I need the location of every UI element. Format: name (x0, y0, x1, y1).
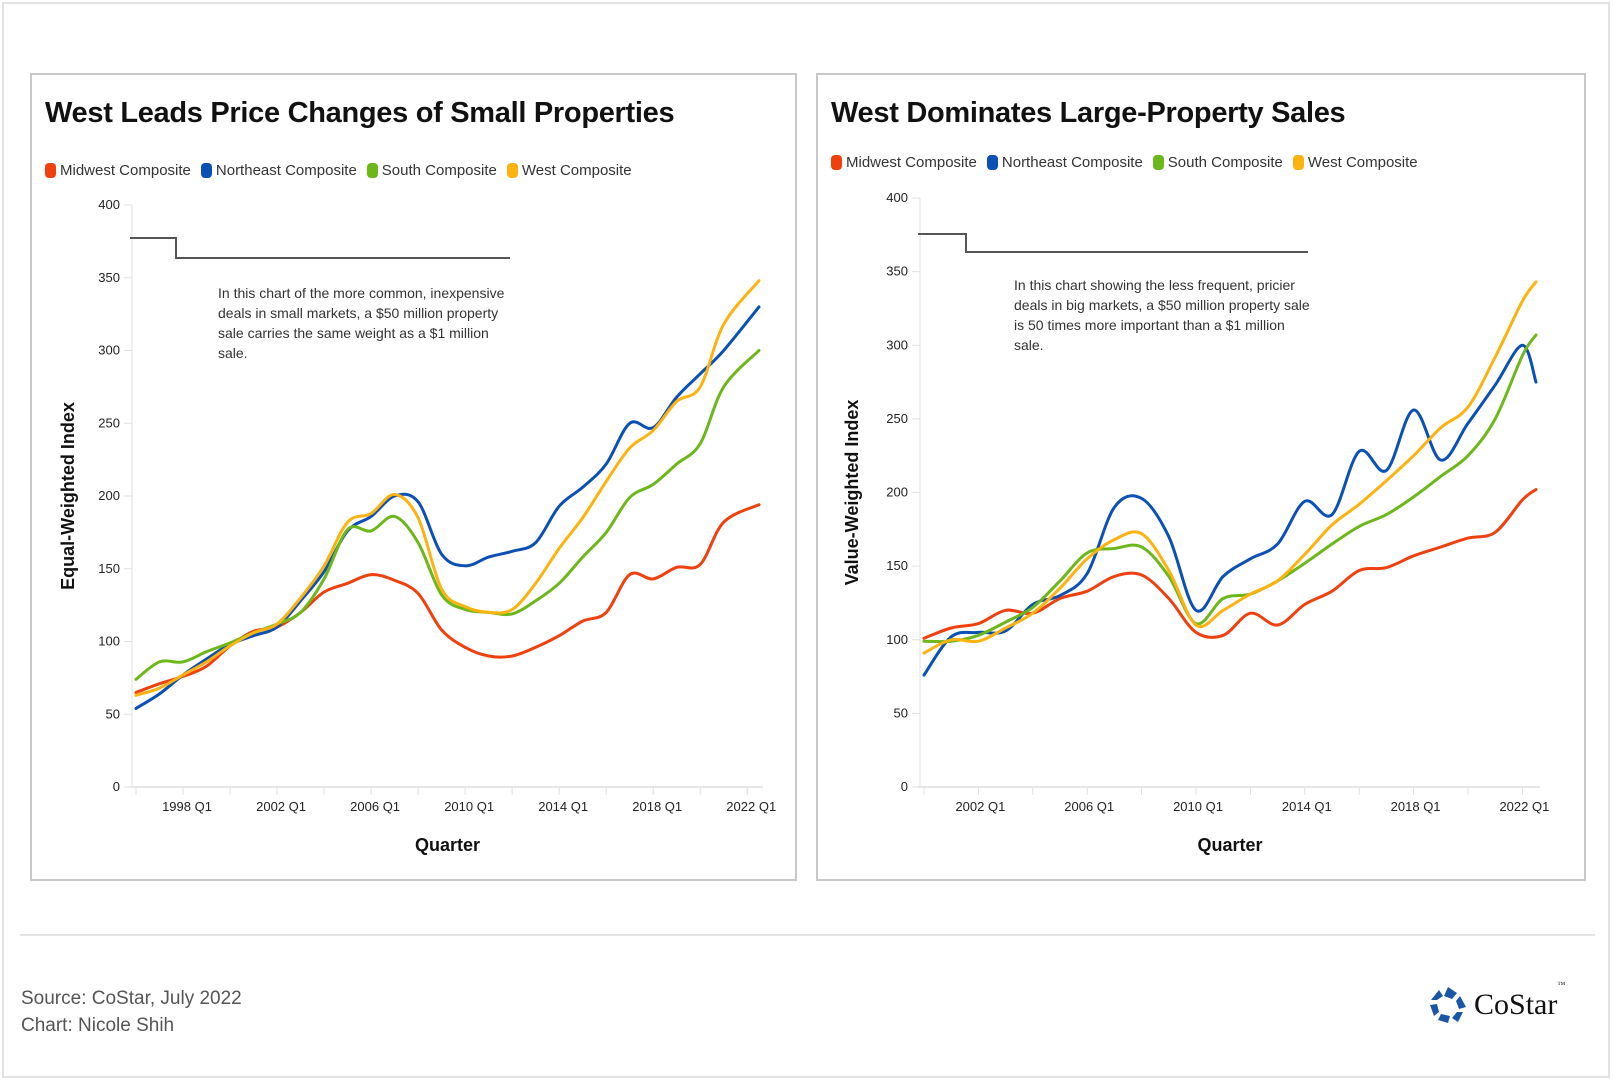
source-text: Source: CoStar, July 2022 (21, 988, 242, 1009)
legend-swatch-midwest (45, 163, 56, 178)
costar-logo: CoStar™ (1428, 980, 1565, 1025)
legend-label: Midwest Composite (60, 162, 191, 179)
chart-title: West Leads Price Changes of Small Proper… (45, 97, 675, 129)
x-tick-label: 2006 Q1 (350, 799, 400, 814)
y-tick-label: 200 (886, 485, 908, 500)
y-tick-label: 400 (886, 190, 908, 205)
x-tick-label: 2022 Q1 (726, 799, 776, 814)
series-line-northeast (922, 343, 1538, 677)
y-tick-label: 100 (98, 634, 120, 649)
legend-swatch-south (1152, 155, 1164, 170)
legend-item-south[interactable]: South Composite (366, 162, 497, 179)
legend-label: South Composite (381, 162, 497, 179)
legend-label: Northeast Composite (1001, 154, 1143, 171)
chart-title: West Dominates Large-Property Sales (831, 97, 1346, 129)
x-axis-title: Quarter (1197, 835, 1262, 855)
y-axis-title: Equal-Weighted Index (58, 402, 78, 590)
y-tick-label: 50 (894, 705, 908, 720)
legend-swatch-west (506, 163, 518, 178)
legend-item-west[interactable]: West Composite (506, 162, 632, 179)
y-tick-label: 200 (98, 488, 120, 503)
legend-swatch-northeast (200, 163, 212, 178)
footer-divider (20, 934, 1595, 936)
legend-item-midwest[interactable]: Midwest Composite (831, 154, 977, 171)
x-tick-label: 2010 Q1 (444, 799, 494, 814)
y-tick-label: 250 (886, 411, 908, 426)
legend-item-south[interactable]: South Composite (1152, 154, 1283, 171)
x-tick-label: 2002 Q1 (955, 799, 1005, 814)
x-tick-label: 2014 Q1 (1282, 799, 1332, 814)
y-tick-label: 0 (113, 779, 120, 794)
logo-trademark: ™ (1557, 980, 1566, 989)
legend-item-northeast[interactable]: Northeast Composite (986, 154, 1143, 171)
x-axis-title: Quarter (415, 835, 480, 855)
legend-label: South Composite (1167, 154, 1283, 171)
legend-swatch-northeast (986, 155, 998, 170)
costar-star-icon (1430, 987, 1466, 1023)
x-tick-label: 1998 Q1 (162, 799, 212, 814)
y-tick-label: 350 (886, 264, 908, 279)
x-tick-label: 2018 Q1 (1391, 799, 1441, 814)
legend-label: Northeast Composite (215, 162, 357, 179)
annotation-connector (130, 237, 510, 259)
line-chart-value-weighted: 0 50 100 150 200 250 300 350 400 2002 Q1 2006 Q1 20… (842, 190, 1549, 855)
y-tick-label: 300 (98, 343, 120, 358)
y-tick-label: 150 (98, 561, 120, 576)
legend-swatch-south (366, 163, 378, 178)
chart-panel-value-weighted: West Dominates Large-Property Sales Midw… (816, 73, 1586, 881)
x-tick-label: 2002 Q1 (256, 799, 306, 814)
y-tick-label: 350 (98, 270, 120, 285)
legend-label: West Composite (1307, 154, 1418, 171)
legend-label: Midwest Composite (846, 154, 977, 171)
y-tick-label: 50 (106, 706, 120, 721)
y-tick-label: 250 (98, 415, 120, 430)
legend-swatch-west (1292, 155, 1304, 170)
legend: Midwest Composite Northeast Composite So… (45, 162, 632, 179)
logo-wordmark: CoStar™ (1474, 980, 1565, 1022)
legend-label: West Composite (521, 162, 632, 179)
x-tick-label: 2018 Q1 (632, 799, 682, 814)
legend-item-midwest[interactable]: Midwest Composite (45, 162, 191, 179)
y-axis-title: Value-Weighted Index (842, 400, 862, 586)
legend-item-northeast[interactable]: Northeast Composite (200, 162, 357, 179)
source-credit: Source: CoStar, July 2022 Chart: Nicole … (21, 985, 242, 1039)
y-tick-label: 100 (886, 632, 908, 647)
line-chart-equal-weighted: 0 50 100 150 200 250 300 350 400 1998 Q1 2002 Q1 20… (58, 197, 776, 855)
series-line-south (922, 333, 1538, 644)
series-line-west (922, 280, 1538, 655)
x-tick-label: 2022 Q1 (1499, 799, 1549, 814)
legend-item-west[interactable]: West Composite (1292, 154, 1418, 171)
legend: Midwest Composite Northeast Composite So… (831, 154, 1418, 171)
chart-panel-equal-weighted: West Leads Price Changes of Small Proper… (30, 73, 797, 881)
chart-credit: Chart: Nicole Shih (21, 1015, 175, 1036)
chart-annotation: In this chart of the more common, inexpe… (218, 285, 505, 361)
y-tick-label: 400 (98, 197, 120, 212)
x-tick-label: 2006 Q1 (1064, 799, 1114, 814)
series-line-west (134, 279, 761, 697)
logo-text: CoStar (1474, 988, 1558, 1021)
y-tick-label: 300 (886, 337, 908, 352)
x-tick-label: 2014 Q1 (538, 799, 588, 814)
chart-annotation: In this chart showing the less frequent,… (1014, 277, 1310, 353)
legend-swatch-midwest (831, 155, 842, 170)
y-tick-label: 150 (886, 558, 908, 573)
series-line-south (134, 349, 761, 681)
x-tick-label: 2010 Q1 (1173, 799, 1223, 814)
y-tick-label: 0 (901, 779, 908, 794)
annotation-connector (918, 233, 1308, 253)
